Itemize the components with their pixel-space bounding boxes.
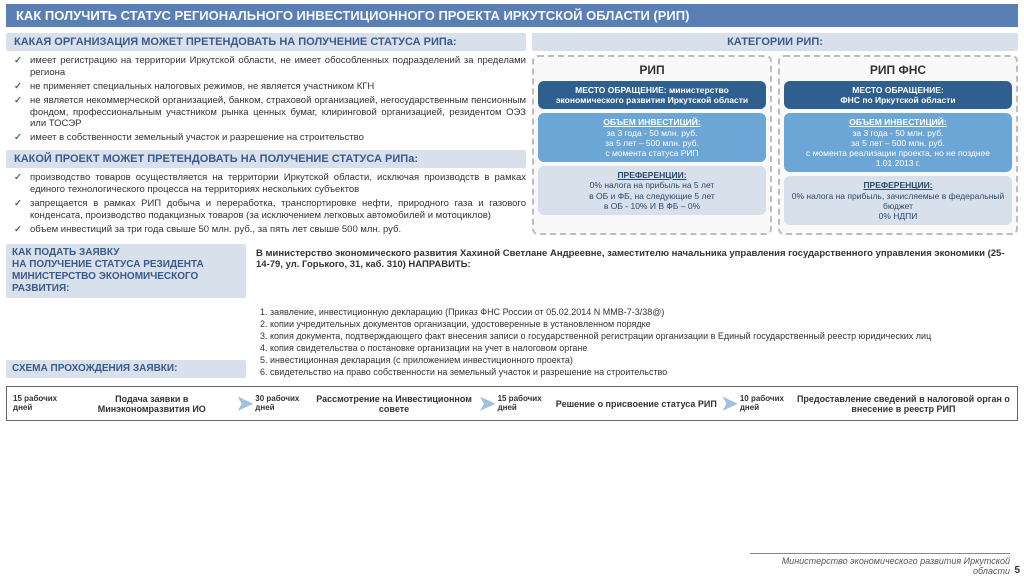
hdr-apply: КАК ПОДАТЬ ЗАЯВКУ НА ПОЛУЧЕНИЕ СТАТУСА Р… (6, 244, 246, 298)
docs-list: заявление, инвестиционную декларацию (Пр… (260, 306, 1018, 379)
card-rip-fns-pref: ПРЕФЕРЕНЦИИ:0% налога на прибыль, зачисл… (784, 176, 1012, 225)
flow-dur-3: 15 рабочих дней (498, 395, 552, 413)
list-item: производство товаров осуществляется на т… (14, 172, 526, 196)
card-rip-fns: РИП ФНС МЕСТО ОБРАЩЕНИЕ: ФНС по Иркутско… (778, 55, 1018, 235)
list-item: имеет регистрацию на территории Иркутско… (14, 55, 526, 79)
hdr-flow: СХЕМА ПРОХОЖДЕНИЯ ЗАЯВКИ: (6, 360, 246, 378)
doc-item: копии учредительных документов организац… (260, 318, 1018, 330)
flow-step-1: Подача заявки в Минэкономразвития ИО (69, 394, 235, 415)
flow-step-4: Предоставление сведений в налоговой орга… (796, 394, 1011, 415)
page-title: КАК ПОЛУЧИТЬ СТАТУС РЕГИОНАЛЬНОГО ИНВЕСТ… (6, 4, 1018, 27)
footer: Министерство экономического развития Ирк… (750, 553, 1010, 576)
flow-diagram: 15 рабочих дней Подача заявки в Минэконо… (6, 386, 1018, 421)
card-rip: РИП МЕСТО ОБРАЩЕНИЕ: министерство эконом… (532, 55, 772, 235)
address-line: В министерство экономического развития Х… (256, 248, 1016, 272)
title-part2: РЕГИОНАЛЬНОГО ИНВЕСТИЦИОННОГО ПРОЕКТА ИР… (175, 8, 690, 23)
page-number: 5 (1014, 565, 1020, 576)
list-item: объем инвестиций за три года свыше 50 мл… (14, 224, 526, 236)
list-item: не является некоммерческой организацией,… (14, 95, 526, 131)
card-rip-place: МЕСТО ОБРАЩЕНИЕ: министерство экономичес… (538, 81, 766, 109)
hdr-project: КАКОЙ ПРОЕКТ МОЖЕТ ПРЕТЕНДОВАТЬ НА ПОЛУЧ… (6, 150, 526, 168)
proj-list: производство товаров осуществляется на т… (14, 172, 526, 235)
card-rip-title: РИП (538, 61, 766, 81)
flow-step-2: Рассмотрение на Инвестиционном совете (311, 394, 477, 415)
doc-item: заявление, инвестиционную декларацию (Пр… (260, 306, 1018, 318)
hdr-categories: КАТЕГОРИИ РИП: (532, 33, 1018, 51)
card-rip-fns-title: РИП ФНС (784, 61, 1012, 81)
arrow-icon: ➤ (479, 391, 496, 416)
doc-item: копия свидетельства о постановке организ… (260, 342, 1018, 354)
list-item: не применяет специальных налоговых режим… (14, 81, 526, 93)
list-item: имеет в собственности земельный участок … (14, 132, 526, 144)
flow-dur-4: 10 рабочих дней (740, 395, 794, 413)
card-rip-pref: ПРЕФЕРЕНЦИИ:0% налога на прибыль на 5 ле… (538, 166, 766, 215)
arrow-icon: ➤ (237, 391, 254, 416)
doc-item: инвестиционная декларация (с приложением… (260, 354, 1018, 366)
card-rip-fns-place: МЕСТО ОБРАЩЕНИЕ: ФНС по Иркутской област… (784, 81, 1012, 109)
card-rip-fns-volume: ОБЪЕМ ИНВЕСТИЦИЙ:за 3 года - 50 млн. руб… (784, 113, 1012, 172)
hdr-organization: КАКАЯ ОРГАНИЗАЦИЯ МОЖЕТ ПРЕТЕНДОВАТЬ НА … (6, 33, 526, 51)
org-list: имеет регистрацию на территории Иркутско… (14, 55, 526, 144)
arrow-icon: ➤ (721, 391, 738, 416)
doc-item: свидетельство на право собственности на … (260, 366, 1018, 378)
card-rip-volume: ОБЪЕМ ИНВЕСТИЦИЙ:за 3 года - 50 млн. руб… (538, 113, 766, 162)
flow-dur-1: 15 рабочих дней (13, 395, 67, 413)
title-part1: КАК ПОЛУЧИТЬ СТАТУС (16, 8, 175, 23)
flow-dur-2: 30 рабочих дней (255, 395, 309, 413)
flow-step-3: Решение о присвоение статуса РИП (554, 399, 720, 409)
list-item: запрещается в рамках РИП добыча и перера… (14, 198, 526, 222)
doc-item: копия документа, подтверждающего факт вн… (260, 330, 1018, 342)
